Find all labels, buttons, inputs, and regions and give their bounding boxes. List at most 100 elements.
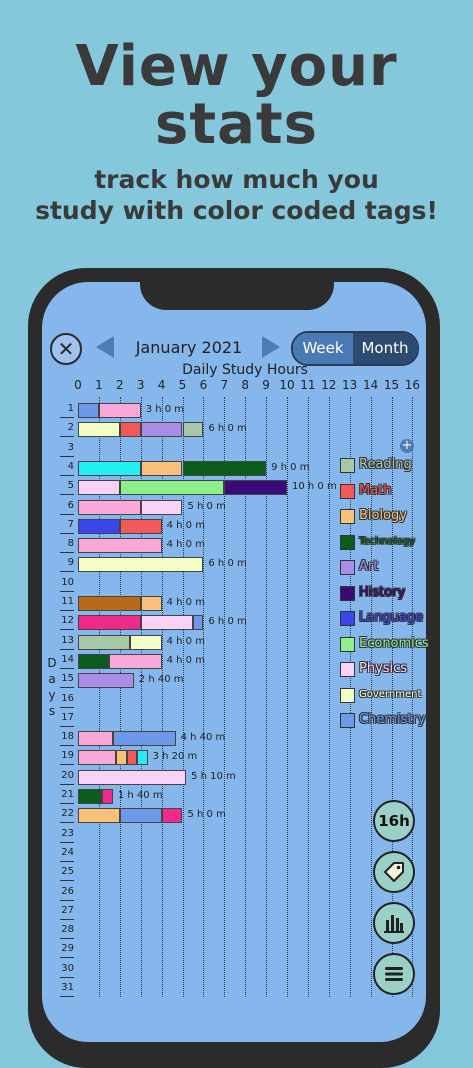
- bar-segment[interactable]: [224, 480, 287, 496]
- bar-segment[interactable]: [182, 422, 204, 438]
- add-tag-icon[interactable]: +: [400, 438, 414, 453]
- close-icon[interactable]: ✕: [50, 333, 82, 365]
- legend-label: Art: [359, 559, 379, 574]
- bar-segment[interactable]: [182, 460, 267, 476]
- bar-segment[interactable]: [78, 538, 162, 554]
- day-underline: [60, 474, 74, 476]
- bar-segment[interactable]: [78, 480, 120, 496]
- promo-subline: track how much you study with color code…: [0, 164, 473, 226]
- bar-segment[interactable]: [78, 731, 113, 747]
- phone-notch: [140, 268, 334, 310]
- bar-total-label: 5 h 0 m: [187, 500, 226, 512]
- toggle-week[interactable]: Week: [293, 333, 353, 364]
- bar-segment[interactable]: [78, 769, 187, 785]
- grid-line: [266, 397, 268, 997]
- bar-segment[interactable]: [119, 480, 225, 496]
- bar-segment[interactable]: [78, 499, 141, 515]
- x-tick-label: 1: [95, 378, 103, 392]
- grid-line: [412, 397, 414, 997]
- bar-segment[interactable]: [119, 518, 162, 534]
- day-underline: [60, 417, 74, 418]
- legend-swatch: [340, 662, 355, 677]
- legend-swatch: [340, 458, 355, 473]
- bar-segment[interactable]: [112, 731, 176, 747]
- day-underline: [60, 436, 74, 438]
- day-underline: [60, 803, 74, 804]
- bar-segment[interactable]: [140, 499, 183, 515]
- grid-line: [119, 397, 121, 997]
- stats-button[interactable]: [373, 902, 415, 944]
- bar-total-label: 1 h 40 m: [117, 790, 163, 801]
- hours-goal-button[interactable]: 16h: [373, 800, 415, 842]
- bar-segment[interactable]: [78, 808, 120, 824]
- bar-segment[interactable]: [116, 750, 127, 766]
- bar-segment[interactable]: [192, 615, 204, 631]
- menu-button[interactable]: [373, 953, 415, 995]
- y-tick-label: 2: [67, 422, 74, 434]
- legend-label: Language: [359, 610, 424, 625]
- bar-segment[interactable]: [78, 789, 103, 804]
- bar-segment[interactable]: [78, 422, 120, 438]
- bar-segment[interactable]: [78, 460, 141, 476]
- bar-segment[interactable]: [130, 634, 162, 650]
- legend-swatch: [340, 560, 355, 575]
- toggle-month[interactable]: Month: [353, 333, 417, 364]
- day-underline: [60, 494, 74, 496]
- legend-label: Reading: [359, 457, 412, 472]
- legend-label: Physics: [359, 661, 408, 676]
- day-underline: [60, 745, 74, 747]
- bar-segment[interactable]: [109, 653, 162, 669]
- tag-button[interactable]: [373, 851, 415, 893]
- bar-total-label: 4 h 0 m: [166, 597, 205, 608]
- prev-month-arrow-icon[interactable]: [96, 336, 114, 358]
- x-tick-label: 4: [157, 378, 166, 392]
- y-tick-label: 9: [67, 557, 74, 569]
- bar-segment[interactable]: [78, 403, 99, 418]
- bar-segment[interactable]: [78, 596, 141, 611]
- y-tick-label: 10: [61, 576, 74, 588]
- bar-segment[interactable]: [137, 750, 148, 766]
- bar-segment[interactable]: [119, 422, 141, 438]
- next-month-arrow-icon[interactable]: [262, 336, 280, 358]
- bar-segment[interactable]: [78, 673, 134, 689]
- bar-segment[interactable]: [140, 615, 193, 631]
- bar-total-label: 5 h 0 m: [187, 809, 226, 821]
- y-tick-label: 11: [61, 596, 74, 607]
- day-underline: [60, 513, 74, 515]
- grid-line: [98, 397, 100, 997]
- y-tick-label: 18: [61, 731, 74, 743]
- bar-segment[interactable]: [161, 808, 183, 824]
- legend-label: Economics: [359, 635, 429, 651]
- bar-segment[interactable]: [78, 750, 117, 766]
- bar-segment[interactable]: [78, 518, 120, 534]
- grid-line: [182, 397, 184, 997]
- x-tick-label: 7: [220, 378, 229, 392]
- bar-chart-icon: [384, 915, 404, 933]
- grid-line: [370, 397, 372, 997]
- day-underline: [60, 841, 74, 843]
- subline-line1: track how much you: [94, 165, 379, 194]
- y-axis-label: Days: [46, 655, 58, 719]
- day-underline: [60, 629, 74, 631]
- day-underline: [60, 590, 74, 592]
- bar-segment[interactable]: [140, 460, 183, 476]
- bar-segment[interactable]: [119, 808, 162, 824]
- bar-segment[interactable]: [140, 422, 183, 438]
- bar-segment[interactable]: [78, 653, 110, 669]
- bar-segment[interactable]: [78, 557, 204, 573]
- bar-segment[interactable]: [78, 615, 141, 631]
- bar-total-label: 3 h 0 m: [145, 404, 185, 415]
- bar-total-label: 4 h 0 m: [166, 539, 205, 551]
- day-underline: [60, 822, 74, 824]
- bar-segment[interactable]: [126, 750, 138, 766]
- legend-swatch: [340, 509, 355, 524]
- y-tick-label: 27: [61, 904, 74, 916]
- bar-segment[interactable]: [78, 634, 131, 650]
- y-tick-label: 14: [61, 653, 74, 665]
- y-tick-label: 29: [61, 943, 74, 955]
- day-underline: [60, 610, 74, 611]
- bar-segment[interactable]: [98, 403, 141, 418]
- grid-line: [224, 397, 226, 997]
- bar-segment[interactable]: [102, 789, 113, 804]
- bar-segment[interactable]: [140, 596, 162, 611]
